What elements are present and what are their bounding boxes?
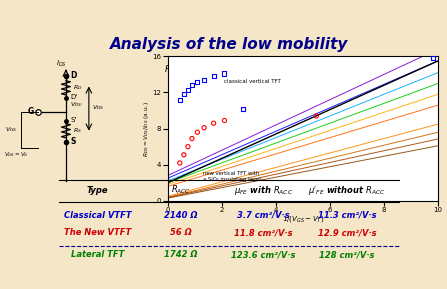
Point — [201, 125, 208, 130]
Text: S: S — [70, 137, 76, 146]
Text: 3.7 cm²/V·s: 3.7 cm²/V·s — [237, 211, 290, 220]
Point — [184, 88, 191, 92]
Point — [429, 56, 436, 60]
Point — [180, 92, 187, 97]
Text: $\mu_{FE}$ with $R_{ACC}$: $\mu_{FE}$ with $R_{ACC}$ — [234, 184, 293, 197]
Text: Analysis of the low mobility: Analysis of the low mobility — [110, 37, 348, 52]
Text: new vertical TFT with
a SiO₂ insulating layer: new vertical TFT with a SiO₂ insulating … — [203, 171, 261, 182]
Point — [313, 114, 320, 118]
Text: S': S' — [70, 117, 76, 123]
Point — [201, 77, 208, 82]
Text: 11.8 cm²/V·s: 11.8 cm²/V·s — [234, 229, 293, 238]
Text: $\mu'_{FE}$ without $R_{ACC}$: $\mu'_{FE}$ without $R_{ACC}$ — [308, 184, 385, 197]
Point — [188, 83, 195, 88]
Text: $V_{DS'}$: $V_{DS'}$ — [70, 100, 84, 109]
Text: $V_{GS}=V_G$: $V_{GS}=V_G$ — [4, 151, 28, 160]
X-axis label: $1/(V_{GS}-V_T)$: $1/(V_{GS}-V_T)$ — [282, 214, 324, 225]
Text: The New VTFT: The New VTFT — [64, 229, 131, 238]
Text: 2140 Ω: 2140 Ω — [164, 211, 197, 220]
Point — [221, 118, 228, 123]
Text: D: D — [70, 71, 77, 80]
Text: $= R_{ACC} + S \cdot \frac{1}{V_{GS}-V_T}$: $= R_{ACC} + S \cdot \frac{1}{V_{GS}-V_T… — [325, 61, 407, 79]
Point — [176, 97, 183, 102]
Text: 123.6 cm²/V·s: 123.6 cm²/V·s — [232, 250, 296, 259]
Text: 56 Ω: 56 Ω — [170, 229, 191, 238]
Point — [210, 74, 217, 79]
Text: $V_{GS}$: $V_{GS}$ — [5, 125, 17, 134]
Text: Classical VTFT: Classical VTFT — [63, 211, 131, 220]
Point — [176, 161, 183, 165]
Text: $R_S$: $R_S$ — [73, 126, 82, 135]
Text: classical vertical TFT: classical vertical TFT — [224, 79, 281, 84]
Point — [184, 144, 191, 149]
Text: $V_{DS}$: $V_{DS}$ — [92, 103, 104, 112]
Text: Type: Type — [87, 186, 108, 195]
Text: 11.3 cm²/V·s: 11.3 cm²/V·s — [317, 211, 376, 220]
Point — [221, 71, 228, 76]
Point — [210, 121, 217, 125]
Point — [240, 106, 247, 111]
Text: 12.9 cm²/V·s: 12.9 cm²/V·s — [317, 229, 376, 238]
Text: $R_{ACC}$: $R_{ACC}$ — [171, 184, 190, 197]
Text: $I_{DS}$: $I_{DS}$ — [56, 58, 67, 68]
Point — [194, 130, 201, 135]
Y-axis label: $R_{DS} = V_{DS}/I_{DS}$ (a.u.): $R_{DS} = V_{DS}/I_{DS}$ (a.u.) — [142, 101, 151, 157]
Point — [194, 79, 201, 84]
Point — [180, 153, 187, 157]
Text: D': D' — [70, 94, 77, 100]
Point — [188, 136, 195, 141]
Text: $R_{DS} = \frac{V_{DS}}{I_{DS}} = (R_S + R_D) + (\frac{1}{\mu C_{OX}}\frac{L}{W}: $R_{DS} = \frac{V_{DS}}{I_{DS}} = (R_S +… — [164, 61, 322, 80]
Text: G: G — [28, 107, 34, 116]
Text: 128 cm²/V·s: 128 cm²/V·s — [319, 250, 375, 259]
Text: $R_D$: $R_D$ — [73, 83, 82, 92]
Text: 1742 Ω: 1742 Ω — [164, 250, 197, 259]
Text: Lateral TFT: Lateral TFT — [71, 250, 124, 259]
